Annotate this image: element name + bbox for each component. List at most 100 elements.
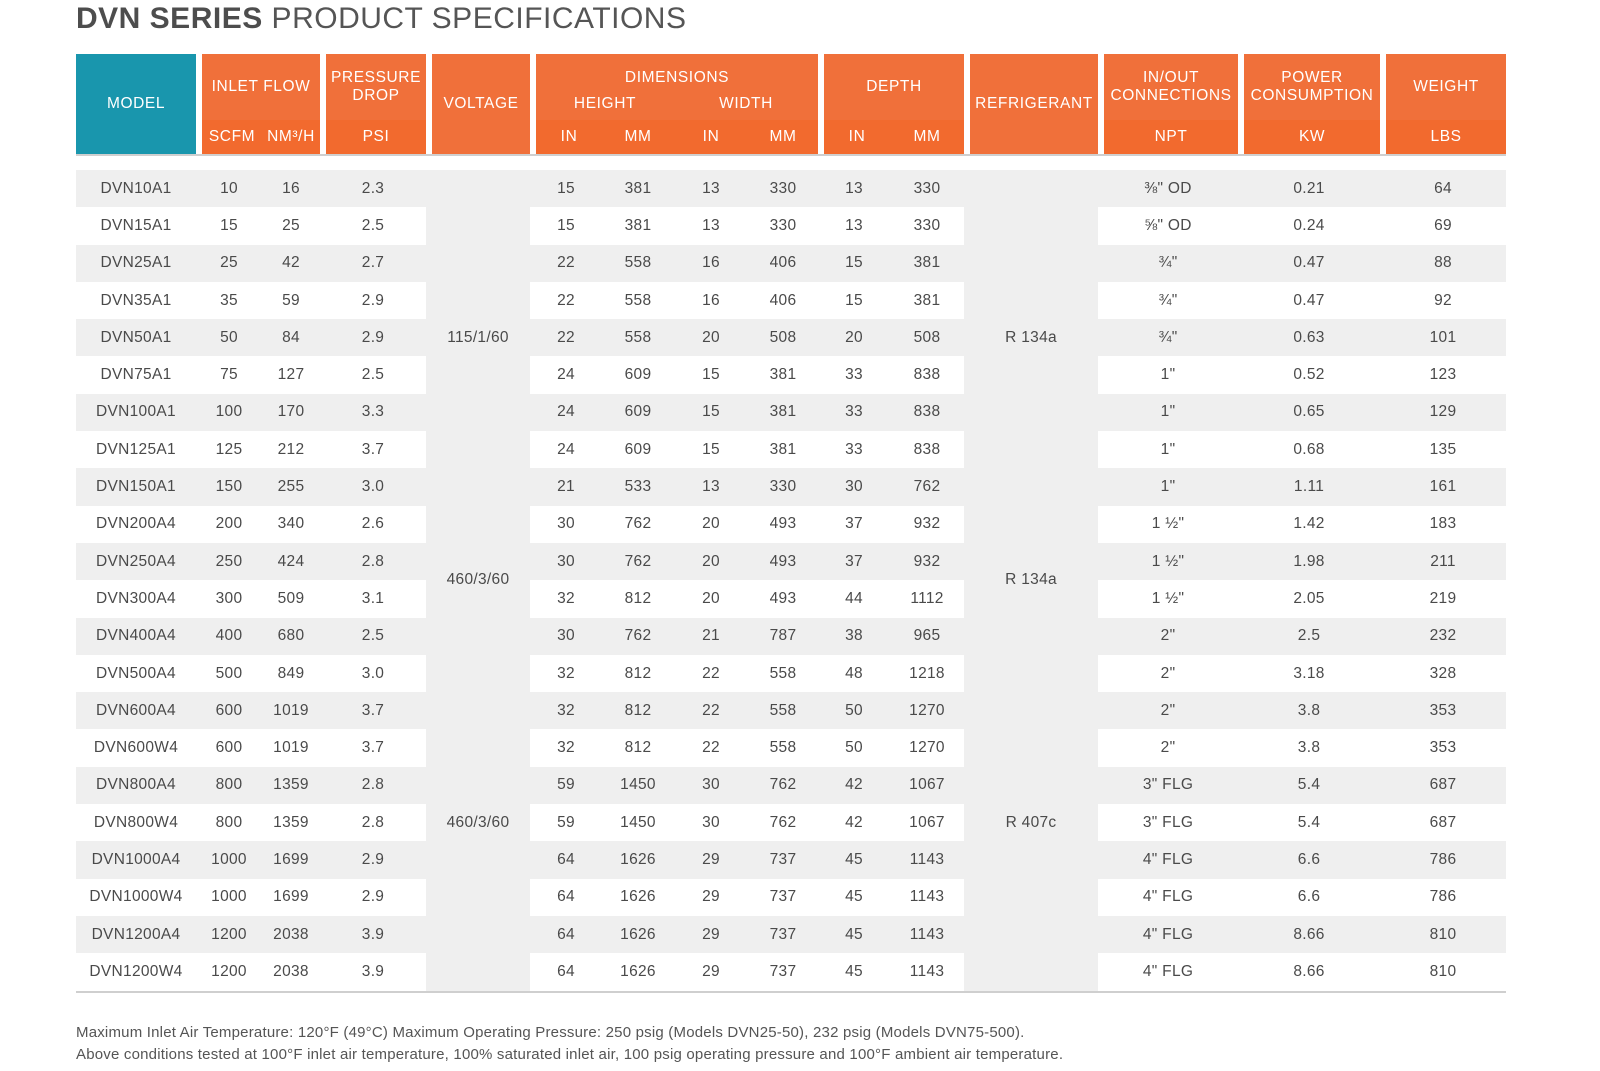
unit-width-in: IN xyxy=(674,120,749,154)
cell-h-in: 64 xyxy=(530,953,603,993)
header-refrigerant: REFRIGERANT xyxy=(964,54,1099,154)
cell-nmh: 1019 xyxy=(262,729,321,767)
header-power-line2: CONSUMPTION xyxy=(1250,87,1374,104)
cell-nmh: 509 xyxy=(262,580,321,618)
cell-conn: 1 ½" xyxy=(1098,542,1239,581)
cell-w-in: 13 xyxy=(674,468,749,506)
cell-lbs: 88 xyxy=(1380,244,1507,282)
cell-h-in: 22 xyxy=(530,244,603,282)
cell-w-mm: 493 xyxy=(748,505,819,543)
cell-scfm: 25 xyxy=(196,244,262,282)
cell-refrigerant: R 407c xyxy=(964,654,1099,993)
table-row: DVN1000A4 1000 1699 2.9 64 1626 29 737 45 1143 4" … xyxy=(76,841,1507,879)
cell-w-mm: 737 xyxy=(748,953,819,993)
cell-model: DVN250A4 xyxy=(76,542,196,581)
cell-scfm: 250 xyxy=(196,542,262,581)
cell-w-in: 29 xyxy=(674,878,749,916)
cell-h-in: 64 xyxy=(530,915,603,954)
cell-w-in: 22 xyxy=(674,729,749,767)
cell-scfm: 100 xyxy=(196,393,262,432)
cell-d-in: 37 xyxy=(818,505,891,543)
cell-d-mm: 762 xyxy=(890,468,965,506)
header-connections-line2: CONNECTIONS xyxy=(1110,87,1232,104)
cell-d-in: 45 xyxy=(818,915,891,954)
cell-kw: 6.6 xyxy=(1238,878,1381,916)
cell-h-mm: 609 xyxy=(602,393,675,432)
header-width: WIDTH xyxy=(674,87,819,120)
cell-conn: 4" FLG xyxy=(1098,953,1239,993)
cell-w-mm: 406 xyxy=(748,281,819,320)
footnote-line: Maximum Inlet Air Temperature: 120°F (49… xyxy=(76,1024,1025,1041)
cell-scfm: 1000 xyxy=(196,841,262,879)
cell-lbs: 64 xyxy=(1380,170,1507,208)
cell-model: DVN600W4 xyxy=(76,729,196,767)
cell-lbs: 183 xyxy=(1380,505,1507,543)
cell-model: DVN500A4 xyxy=(76,654,196,693)
cell-conn: 2" xyxy=(1098,692,1239,730)
cell-lbs: 92 xyxy=(1380,281,1507,320)
cell-conn: ⅜" OD xyxy=(1098,170,1239,208)
table-row: DVN75A1 75 127 2.5 24 609 15 381 33 838 1" 0.52 123 xyxy=(76,356,1507,394)
cell-w-in: 30 xyxy=(674,766,749,805)
table-row: DVN300A4 300 509 3.1 32 812 20 493 44 1112 1 ½" 2.0… xyxy=(76,580,1507,618)
cell-h-mm: 1626 xyxy=(602,878,675,916)
cell-kw: 0.68 xyxy=(1238,431,1381,469)
cell-nmh: 2038 xyxy=(262,953,321,993)
cell-h-in: 30 xyxy=(530,505,603,543)
table-row: DVN400A4 400 680 2.5 30 762 21 787 38 965 2" 2.5 232 xyxy=(76,617,1507,655)
cell-lbs: 786 xyxy=(1380,878,1507,916)
cell-d-mm: 1143 xyxy=(890,953,965,993)
unit-npt: NPT xyxy=(1098,120,1239,154)
cell-w-mm: 493 xyxy=(748,580,819,618)
cell-h-in: 30 xyxy=(530,542,603,581)
cell-h-in: 15 xyxy=(530,170,603,208)
cell-psi: 2.5 xyxy=(320,356,427,394)
cell-lbs: 69 xyxy=(1380,207,1507,245)
cell-psi: 3.9 xyxy=(320,953,427,993)
cell-nmh: 1019 xyxy=(262,692,321,730)
table-row: DVN1000W4 1000 1699 2.9 64 1626 29 737 45 1143 4" … xyxy=(76,878,1507,916)
cell-conn: 4" FLG xyxy=(1098,841,1239,879)
cell-model: DVN400A4 xyxy=(76,617,196,655)
cell-psi: 2.5 xyxy=(320,207,427,245)
header-height: HEIGHT xyxy=(530,87,675,120)
cell-h-in: 24 xyxy=(530,356,603,394)
header-weight: WEIGHT xyxy=(1380,54,1507,120)
cell-scfm: 150 xyxy=(196,468,262,506)
cell-h-in: 22 xyxy=(530,281,603,320)
cell-nmh: 424 xyxy=(262,542,321,581)
cell-kw: 2.5 xyxy=(1238,617,1381,655)
table-row: DVN15A1 15 25 2.5 15 381 13 330 13 330 ⅝" OD 0.24 69 xyxy=(76,207,1507,245)
unit-width-mm: MM xyxy=(748,120,819,154)
cell-w-in: 22 xyxy=(674,692,749,730)
cell-scfm: 800 xyxy=(196,766,262,805)
cell-nmh: 170 xyxy=(262,393,321,432)
cell-kw: 0.52 xyxy=(1238,356,1381,394)
cell-nmh: 25 xyxy=(262,207,321,245)
cell-scfm: 125 xyxy=(196,431,262,469)
cell-w-in: 21 xyxy=(674,617,749,655)
cell-model: DVN300A4 xyxy=(76,580,196,618)
cell-psi: 2.9 xyxy=(320,841,427,879)
cell-w-mm: 558 xyxy=(748,654,819,693)
cell-lbs: 328 xyxy=(1380,654,1507,693)
cell-lbs: 786 xyxy=(1380,841,1507,879)
table-row: DVN600A4 600 1019 3.7 32 812 22 558 50 1270 2" 3.8 3… xyxy=(76,692,1507,730)
cell-w-mm: 762 xyxy=(748,804,819,842)
cell-h-mm: 381 xyxy=(602,207,675,245)
cell-nmh: 2038 xyxy=(262,915,321,954)
header-voltage: VOLTAGE xyxy=(426,54,531,154)
cell-conn: 1" xyxy=(1098,431,1239,469)
cell-kw: 6.6 xyxy=(1238,841,1381,879)
cell-conn: 4" FLG xyxy=(1098,915,1239,954)
cell-conn: 3" FLG xyxy=(1098,766,1239,805)
cell-h-in: 64 xyxy=(530,841,603,879)
cell-d-in: 37 xyxy=(818,542,891,581)
spec-table-body: DVN10A1 10 16 2.3 115/1/60 15 381 13 330 13 330 R 1… xyxy=(76,154,1507,993)
cell-psi: 2.5 xyxy=(320,617,427,655)
cell-conn: 3" FLG xyxy=(1098,804,1239,842)
cell-voltage: 460/3/60 xyxy=(426,505,531,655)
cell-psi: 2.8 xyxy=(320,542,427,581)
cell-w-in: 16 xyxy=(674,244,749,282)
cell-kw: 1.11 xyxy=(1238,468,1381,506)
